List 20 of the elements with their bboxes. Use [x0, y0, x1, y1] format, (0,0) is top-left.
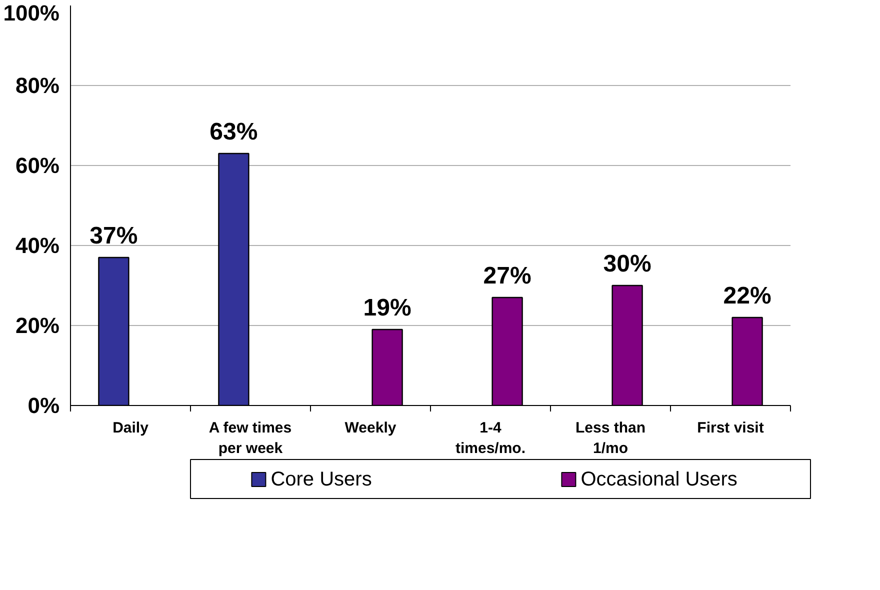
legend-label: Core Users	[270, 468, 372, 490]
data-label: 19%	[363, 294, 412, 322]
data-label: 63%	[210, 118, 258, 146]
x-tick-label: First visit	[697, 420, 764, 436]
x-tick-label: Weekly	[344, 420, 397, 436]
y-tick-label: 0%	[28, 393, 60, 418]
y-tick-label: 100%	[3, 0, 60, 26]
data-label: 37%	[90, 222, 138, 250]
x-tick-label: Daily	[112, 420, 150, 436]
y-tick-label: 80%	[15, 73, 60, 98]
data-label: 22%	[723, 282, 772, 310]
legend-label: Occasional Users	[580, 468, 738, 490]
data-label: 27%	[483, 262, 532, 290]
data-label: 30%	[603, 250, 652, 278]
x-tick-label: Less than 1/mo	[575, 420, 646, 457]
y-tick-label: 40%	[15, 233, 60, 258]
x-tick-label: 1-4 times/mo.	[455, 420, 526, 457]
y-tick-label: 60%	[15, 153, 60, 178]
y-tick-label: 20%	[15, 313, 60, 338]
x-tick-label: A few times per week	[208, 420, 292, 457]
